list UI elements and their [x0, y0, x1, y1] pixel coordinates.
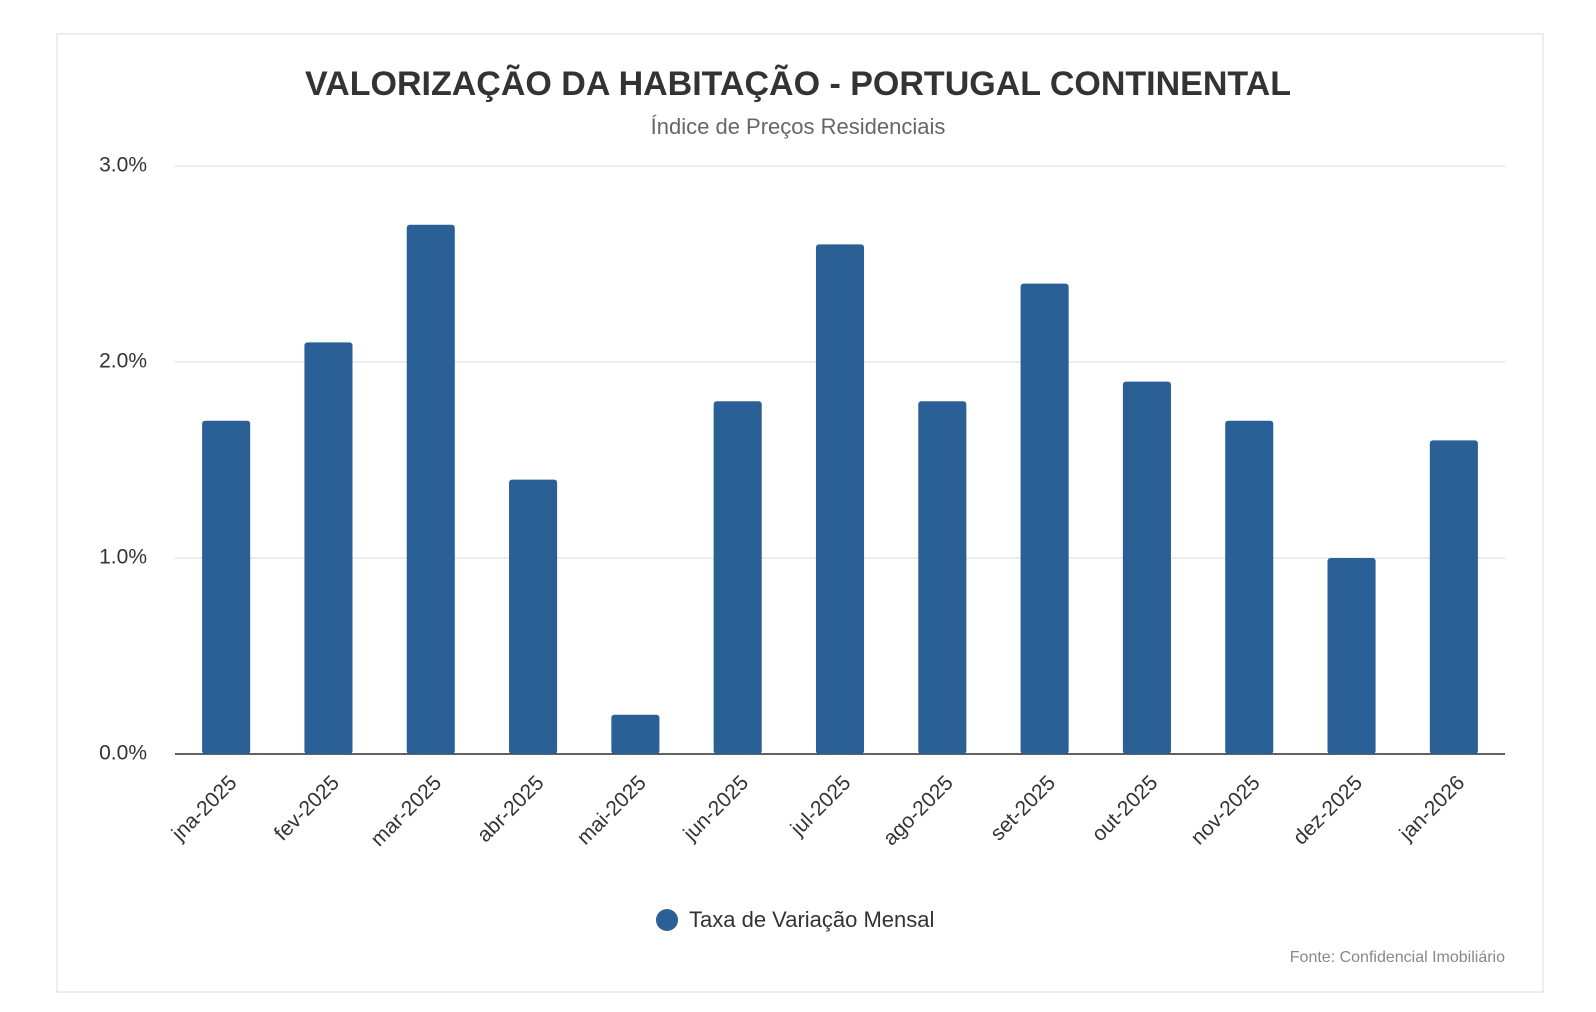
chart-frame	[56, 33, 1544, 993]
bar	[815, 244, 865, 754]
bar	[1122, 381, 1171, 754]
bar	[1429, 440, 1478, 754]
legend-label: Taxa de Variação Mensal	[689, 907, 934, 932]
bar	[918, 401, 967, 754]
source: Fonte: Confidencial Imobiliário	[1290, 949, 1505, 966]
bar	[1225, 420, 1274, 754]
chart-subtitle: Índice de Preços Residenciais	[651, 114, 946, 139]
chart-title: VALORIZAÇÃO DA HABITAÇÃO - PORTUGAL CONT…	[305, 65, 1291, 103]
bar	[611, 714, 660, 754]
bar	[509, 479, 558, 754]
y-tick-label: 2.0%	[99, 350, 147, 373]
y-tick-label: 0.0%	[99, 742, 147, 765]
bar	[202, 420, 251, 754]
bar	[1020, 283, 1069, 754]
bar	[304, 342, 353, 754]
y-tick-label: 3.0%	[99, 154, 147, 177]
bar	[713, 401, 762, 754]
bar	[1327, 558, 1376, 754]
bar	[406, 224, 455, 755]
y-tick-label: 1.0%	[99, 546, 147, 569]
legend-marker	[656, 909, 678, 931]
